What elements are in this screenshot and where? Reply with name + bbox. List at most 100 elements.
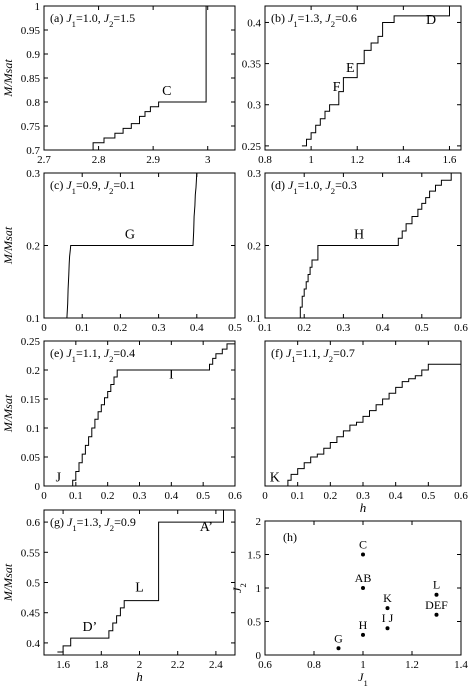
panel-title: (e) J1=1.1, J2=0.4 xyxy=(50,346,135,364)
x-tick-label: 0.1 xyxy=(258,322,272,334)
panel-b: 0.8 1 1.2 1.4 1.6 0.25 0.3 0.35 0.4 (b) J1=1.3, J… xyxy=(242,5,462,166)
plateau-label: A’ xyxy=(200,520,213,535)
y-tick-label: 0.75 xyxy=(21,121,41,133)
x-tick-label: 0.3 xyxy=(133,490,147,502)
x-tick-label: 0.3 xyxy=(152,322,166,334)
data-point xyxy=(361,632,365,637)
y-tick-label: 0.3 xyxy=(247,168,261,180)
x-tick-label: 0.8 xyxy=(307,659,321,671)
x-tick-label: 0.1 xyxy=(75,322,89,334)
data-point xyxy=(434,592,439,597)
x-tick-label: 0.6 xyxy=(454,490,468,502)
x-tick-label: 0.2 xyxy=(323,490,337,502)
x-tick-label: 0.4 xyxy=(164,490,178,502)
point-label: I J xyxy=(382,611,394,625)
y-tick-label: 0.9 xyxy=(26,49,40,61)
plateau-label: L xyxy=(135,581,144,596)
y-tick-label: 0 xyxy=(256,650,262,662)
plateau-label: G xyxy=(125,227,135,242)
data-point xyxy=(385,626,390,631)
x-tick-label: 0.4 xyxy=(190,322,204,334)
plateau-label: J xyxy=(56,470,62,485)
x-tick-label: 0.2 xyxy=(114,322,128,334)
plateau-label: E xyxy=(346,61,355,76)
magnetization-curve xyxy=(69,343,235,487)
y-axis-label: M/Msat xyxy=(1,59,15,98)
point-label: H xyxy=(359,618,368,632)
x-axis-label: h xyxy=(136,669,143,684)
x-tick-label: 0.4 xyxy=(389,490,403,502)
x-tick-label: 1 xyxy=(360,659,366,671)
panel-title: (h) xyxy=(283,530,297,544)
x-tick-label: 0.4 xyxy=(376,322,390,334)
y-tick-label: 1 xyxy=(256,583,262,595)
y-tick-label: 0.25 xyxy=(21,336,41,348)
panel-title: (g) J1=1.3, J2=0.9 xyxy=(50,515,136,533)
x-tick-label: 0.2 xyxy=(297,322,311,334)
y-tick-label: 0.5 xyxy=(247,617,261,629)
y-tick-label: 0.95 xyxy=(21,25,41,37)
y-axis-label: M/Msat xyxy=(1,563,15,602)
x-tick-label: 1.2 xyxy=(405,659,419,671)
y-tick-label: 0.6 xyxy=(26,517,40,529)
panel-c: 0 0.1 0.2 0.3 0.4 0.50.10.20.3M/Msat(c) J1=0.… xyxy=(1,168,242,334)
x-tick-label: 2.4 xyxy=(209,659,223,671)
x-tick-label: 2.8 xyxy=(92,154,106,166)
y-tick-label: 2 xyxy=(256,516,262,528)
x-tick-label: 0.3 xyxy=(337,322,351,334)
y-tick-label: 0.55 xyxy=(21,547,41,559)
x-tick-label: 1.4 xyxy=(396,154,410,166)
data-point xyxy=(434,612,439,617)
y-tick-label: 0.15 xyxy=(21,394,41,406)
x-tick-label: 1.6 xyxy=(56,659,70,671)
y-tick-label: 0.7 xyxy=(26,145,40,157)
panel-a: 2.7 2.8 2.9 3 0.7 0.75 0.8 0.85 0.9 0.95 1 M/Msat (a… xyxy=(1,1,236,166)
panel-title: (a) J1=1.0, J2=1.5 xyxy=(50,11,135,29)
x-tick-label: 0.8 xyxy=(258,154,272,166)
data-point xyxy=(361,586,365,590)
y-tick-label: 0.2 xyxy=(26,365,40,377)
y-tick-label: 0.3 xyxy=(247,100,261,112)
data-point xyxy=(336,646,341,651)
plateau-label: C xyxy=(162,84,171,99)
y-tick-label: 0.45 xyxy=(21,608,41,620)
x-tick-label: 0.6 xyxy=(228,490,242,502)
y-tick-label: 0.1 xyxy=(247,313,261,325)
x-tick-label: 1.6 xyxy=(443,154,457,166)
panel-f: 0 0.1 0.2 0.3 0.4 0.5 0.6 h (f) J1=1.1, J2=0.7 K xyxy=(262,340,468,515)
x-tick-label: 2 xyxy=(137,659,143,671)
x-tick-label: 0.5 xyxy=(196,490,210,502)
y-tick-label: 0.2 xyxy=(26,241,40,253)
point-label: AB xyxy=(355,571,372,585)
y-tick-label: 0.1 xyxy=(26,313,40,325)
y-tick-label: 0.5 xyxy=(26,578,40,590)
y-tick-label: 0.4 xyxy=(247,17,261,29)
point-label: L xyxy=(433,578,440,592)
y-tick-label: 0.4 xyxy=(26,638,40,650)
x-tick-label: 0.5 xyxy=(415,322,429,334)
magnetization-curve xyxy=(284,358,462,487)
y-tick-label: 0.35 xyxy=(242,59,262,71)
x-tick-label: 0 xyxy=(41,322,47,334)
x-tick-label: 0.1 xyxy=(69,490,83,502)
panel-g: 1.6 1.8 2 2.2 2.4 0.4 0.45 0.5 0.55 0.6 M/Msat h (g)… xyxy=(1,509,236,684)
panel-b-frame xyxy=(264,5,462,151)
y-axis-label: J2 xyxy=(230,583,248,593)
plateau-label: D xyxy=(426,13,436,28)
point-label: C xyxy=(359,538,367,552)
x-tick-label: 0.6 xyxy=(454,322,468,334)
panel-h: 0.6 0.8 1 1.2 1.4 0 0.5 1 1.5 2 J2 J1 (h) C AB H G K I J LD… xyxy=(230,516,468,686)
x-tick-label: 0 xyxy=(41,490,47,502)
point-label: G xyxy=(334,631,343,645)
y-tick-label: 0 xyxy=(35,481,41,493)
magnetization-curve xyxy=(301,5,455,147)
x-tick-label: 1 xyxy=(308,154,314,166)
y-tick-label: 1.5 xyxy=(247,550,261,562)
magnetization-curve xyxy=(57,509,230,653)
x-tick-label: 0.2 xyxy=(101,490,115,502)
x-tick-label: 0.5 xyxy=(228,322,242,334)
panel-e: 0 0.1 0.2 0.3 0.4 0.5 0.6 0 0.05 0.1 0.15 0.2 0.25 M/… xyxy=(1,336,242,502)
y-axis-label: M/Msat xyxy=(1,226,15,265)
magnetization-curve xyxy=(82,5,211,151)
